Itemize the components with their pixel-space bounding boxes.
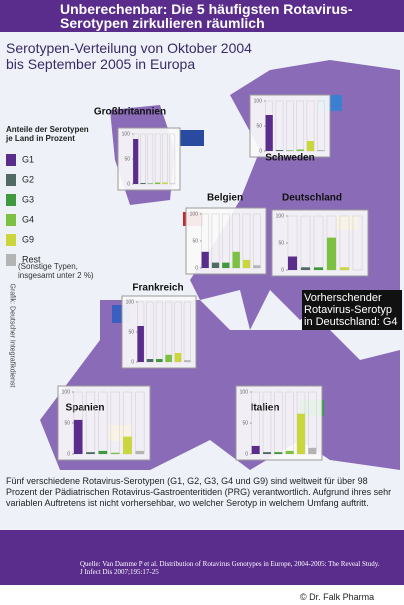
y-tick-label: 50 [242, 420, 248, 426]
y-tick-label: 0 [127, 181, 130, 187]
legend-swatch [6, 174, 16, 186]
bar [155, 182, 161, 184]
y-tick-label: 100 [62, 389, 71, 395]
y-tick-label: 0 [259, 148, 262, 154]
panel-title: Frankreich [132, 283, 183, 294]
source-band [0, 530, 404, 585]
y-tick-label: 50 [192, 238, 198, 244]
bar [317, 150, 325, 151]
panel-title: Italien [251, 403, 280, 414]
y-tick-label: 0 [245, 451, 248, 457]
annotation: Vorherschender Rotavirus-Serotyp in Deut… [302, 290, 402, 330]
bar [98, 450, 108, 454]
panel-title: Deutschland [282, 193, 342, 204]
legend-note: (Sonstige Typen, insgesamt unter 2 %) [18, 262, 94, 280]
y-tick-label: 50 [278, 240, 284, 246]
y-tick-label: 0 [195, 265, 198, 271]
y-tick-label: 100 [190, 211, 199, 217]
legend-label: Rest [22, 254, 41, 264]
y-tick-label: 0 [131, 359, 134, 365]
bar [300, 267, 311, 270]
legend-title: Anteile der Serotypen je Land in Prozent [6, 125, 89, 143]
legend-label: G9 [22, 234, 34, 244]
bar [133, 139, 139, 184]
y-tick-label: 100 [276, 213, 285, 219]
panel-title: Belgien [207, 193, 243, 204]
bar [222, 262, 230, 268]
panel-title: Großbritannien [94, 107, 166, 118]
credit: Grafik: Deutscher Integrafikdienst [8, 283, 16, 388]
bar [169, 183, 175, 184]
bar [296, 149, 304, 151]
copyright: © Dr. Falk Pharma [300, 592, 375, 602]
bar-outline [352, 215, 363, 271]
panel [57, 385, 151, 461]
panel [121, 295, 197, 369]
legend-label: G4 [22, 214, 34, 224]
body-text: Fünf verschiedene Rotavirus-Serotypen (G… [6, 476, 392, 508]
bar [165, 354, 172, 362]
legend-swatch [6, 254, 16, 266]
bar [275, 150, 284, 151]
panel [249, 94, 331, 158]
bar [287, 256, 298, 270]
legend-swatch [6, 214, 16, 226]
flag [180, 130, 204, 146]
y-tick-label: 100 [240, 389, 249, 395]
subtitle: Serotypen-Verteilung von Oktober 2004 bi… [6, 40, 252, 72]
bar [313, 267, 324, 270]
bar [326, 237, 337, 270]
y-tick-label: 50 [124, 156, 130, 162]
bar [140, 183, 146, 184]
header-band [0, 0, 404, 32]
bar [146, 359, 154, 362]
bar [242, 259, 251, 268]
bar [286, 150, 294, 151]
legend-swatch [6, 154, 16, 166]
bar [123, 436, 132, 454]
bar [306, 141, 315, 151]
bar [156, 359, 163, 362]
bar [253, 265, 261, 268]
bar [86, 452, 95, 454]
y-tick-label: 50 [64, 420, 70, 426]
panel-title: Schweden [265, 153, 314, 164]
bar [147, 183, 153, 184]
bar [73, 419, 83, 454]
bar [184, 360, 191, 362]
legend-swatch [6, 234, 16, 246]
y-tick-label: 50 [128, 329, 134, 335]
bar [137, 326, 144, 362]
bar [211, 262, 220, 268]
bar [297, 413, 305, 454]
bar [263, 452, 271, 454]
bar [251, 445, 260, 454]
bar [110, 452, 120, 454]
title: Unberechenbar: Die 5 häufigsten Rotaviru… [60, 1, 353, 31]
bar [174, 353, 182, 362]
bar [265, 115, 273, 151]
legend-swatch [6, 194, 16, 206]
y-tick-label: 100 [254, 98, 263, 104]
bar [232, 251, 240, 268]
bar [308, 447, 317, 454]
bar [339, 267, 350, 270]
y-tick-label: 50 [256, 123, 262, 129]
y-tick-label: 0 [67, 451, 70, 457]
bar [274, 452, 283, 454]
legend-label: G1 [22, 154, 34, 164]
bar [201, 251, 209, 268]
bar [135, 450, 145, 454]
panel-title: Spanien [66, 403, 105, 414]
legend-label: G3 [22, 194, 34, 204]
source: Quelle: Van Damme P et al. Distribution … [80, 560, 380, 576]
bar [162, 182, 168, 184]
y-tick-label: 0 [281, 267, 284, 273]
y-tick-label: 100 [126, 299, 135, 305]
bar [285, 450, 294, 454]
legend-label: G2 [22, 174, 34, 184]
y-tick-label: 100 [122, 131, 131, 137]
